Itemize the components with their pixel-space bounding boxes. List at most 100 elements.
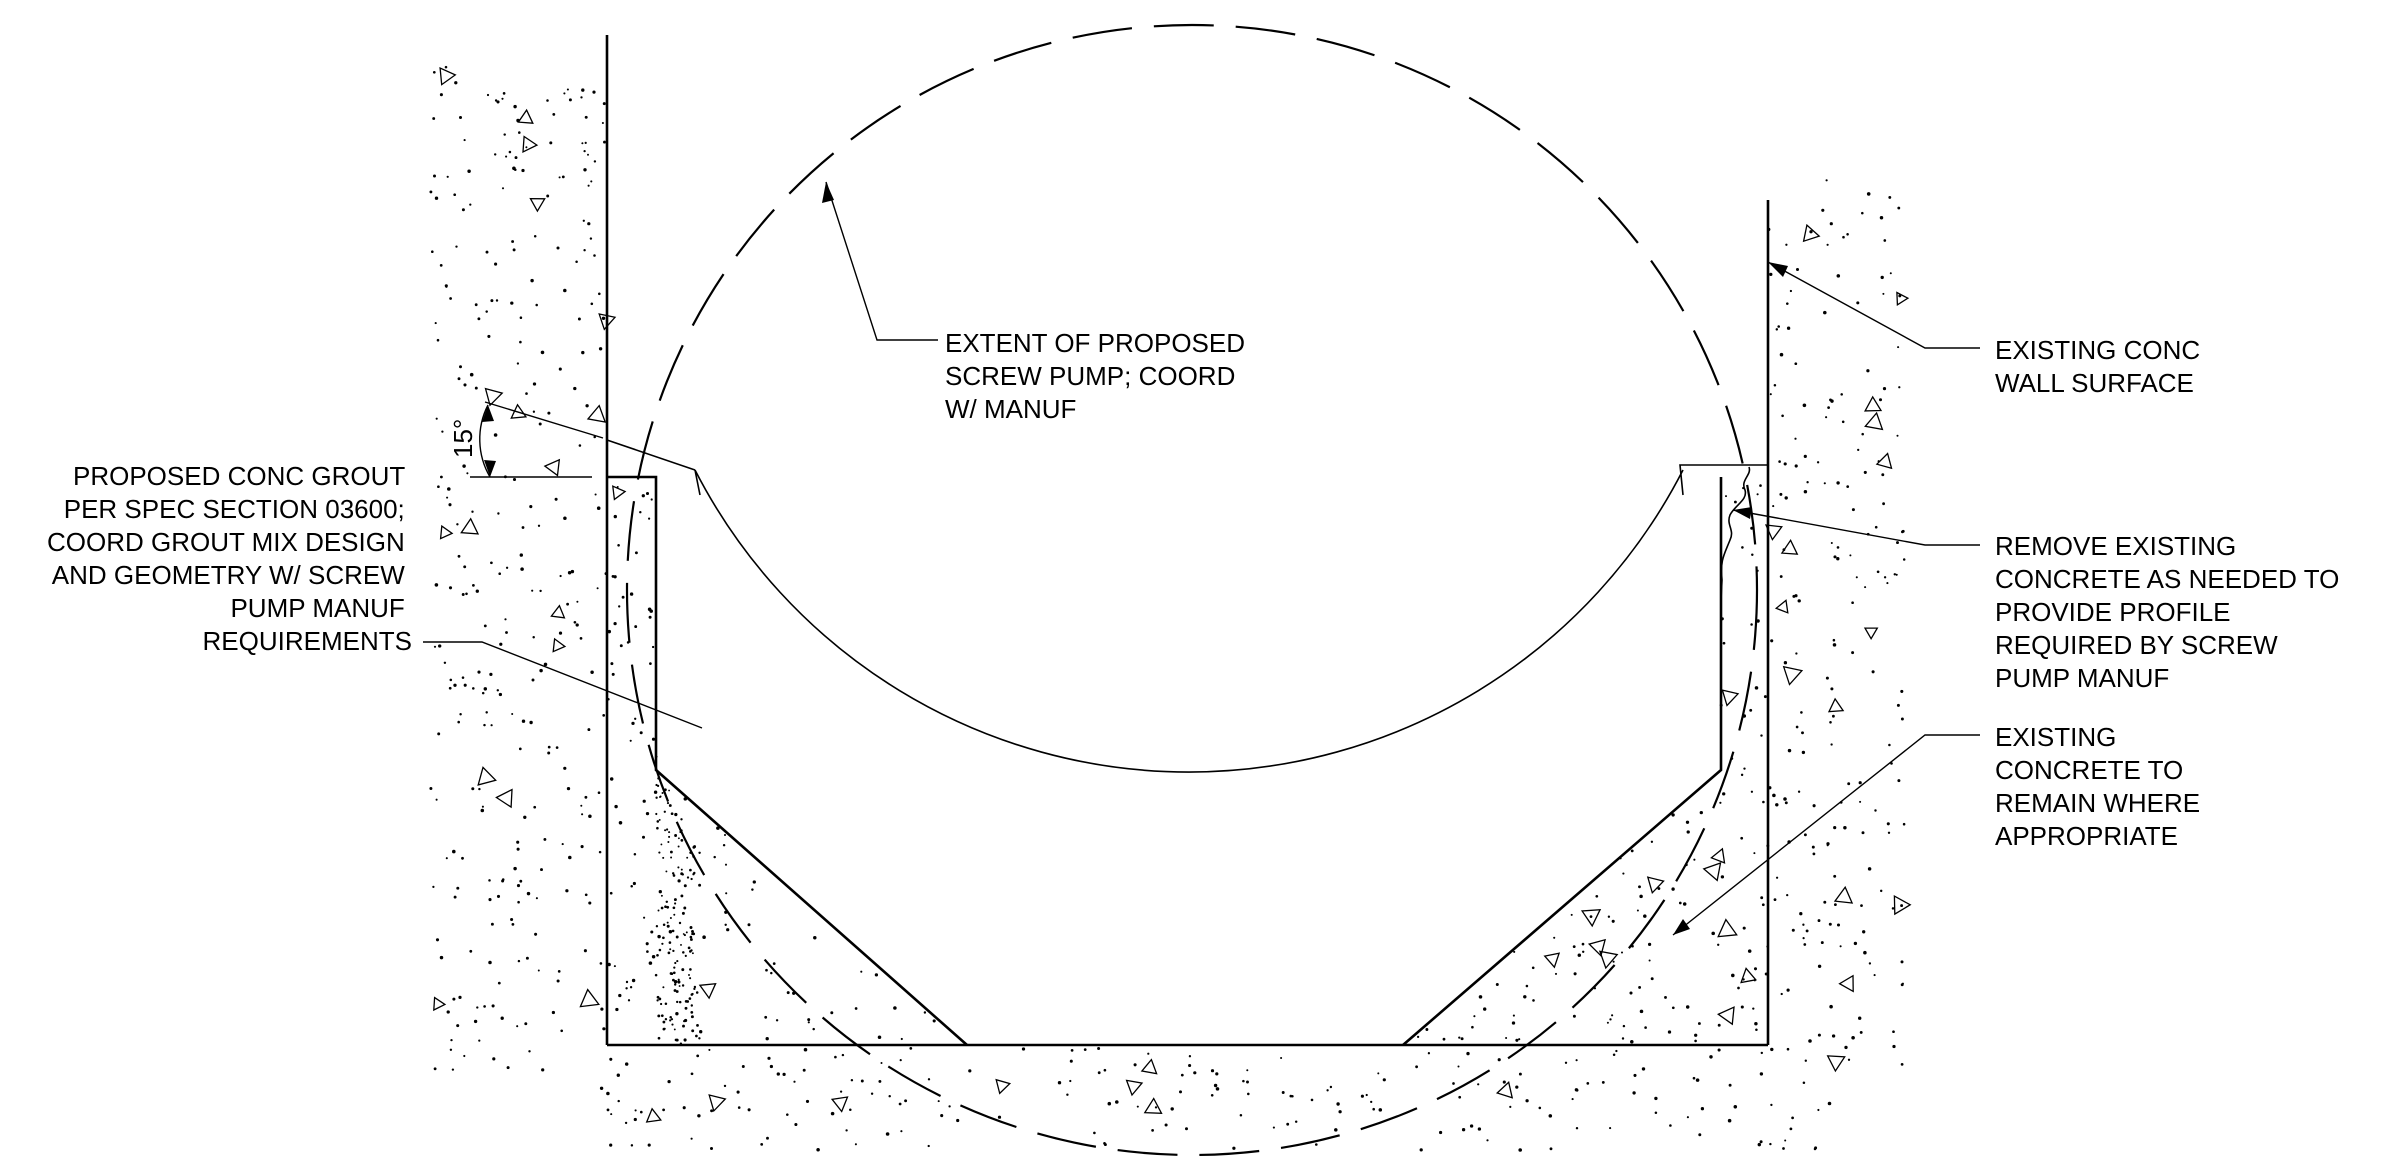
grout-stipple-dot [680, 894, 684, 898]
concrete-stipple-dot [598, 850, 602, 854]
concrete-aggregate-mark [1710, 847, 1726, 864]
concrete-stipple-dot [1622, 1024, 1626, 1028]
concrete-stipple-dot [760, 1143, 764, 1146]
concrete-stipple-dot [532, 410, 536, 413]
concrete-stipple-dot [629, 739, 632, 742]
concrete-stipple-dot [434, 322, 437, 325]
concrete-stipple-dot [533, 234, 537, 238]
concrete-aggregate-mark [1495, 1081, 1514, 1099]
note-grout-line-6: REQUIREMENTS [203, 626, 412, 656]
concrete-stipple-dot [1784, 496, 1788, 500]
concrete-stipple-dot [455, 245, 458, 248]
concrete-stipple-dot [1057, 1081, 1062, 1085]
concrete-stipple-dot [494, 99, 498, 102]
concrete-stipple-dot [433, 1067, 437, 1071]
grout-stipple-dot [660, 1014, 664, 1018]
concrete-stipple-dot [563, 766, 567, 770]
concrete-stipple-dot [1505, 1036, 1508, 1040]
concrete-stipple-dot [1770, 1047, 1774, 1052]
grout-stipple-dot [689, 977, 692, 980]
concrete-stipple-dot [1103, 1143, 1107, 1147]
concrete-stipple-dot [1752, 1007, 1755, 1010]
concrete-stipple-dot [543, 837, 547, 841]
note-screw-pump-line-1: EXTENT OF PROPOSED [945, 328, 1245, 358]
concrete-stipple-dot [494, 262, 498, 266]
concrete-aggregate-mark [1838, 974, 1854, 993]
concrete-stipple-dot [904, 1099, 908, 1103]
grout-stipple-dot [674, 834, 678, 837]
concrete-stipple-dot [546, 194, 550, 198]
concrete-stipple-dot [1817, 1033, 1821, 1037]
concrete-stipple-dot [449, 1048, 453, 1052]
concrete-stipple-dot [526, 891, 531, 896]
concrete-stipple-dot [521, 526, 525, 529]
concrete-stipple-dot [486, 93, 490, 97]
concrete-stipple-dot [551, 1010, 556, 1015]
concrete-stipple-dot [439, 93, 443, 97]
concrete-stipple-dot [1802, 1081, 1806, 1084]
note-screw-pump-line-2: SCREW PUMP; COORD [945, 361, 1235, 391]
concrete-stipple-dot [483, 723, 486, 727]
concrete-stipple-dot [1097, 1047, 1101, 1050]
concrete-stipple-dot [501, 97, 504, 100]
concrete-stipple-dot [525, 146, 528, 149]
concrete-stipple-dot [830, 1111, 835, 1116]
concrete-stipple-dot [568, 98, 572, 102]
concrete-aggregate-mark [708, 1094, 727, 1113]
concrete-aggregate-mark [1875, 452, 1893, 470]
concrete-stipple-dot [489, 672, 493, 677]
concrete-stipple-dot [1564, 1061, 1568, 1064]
concrete-stipple-dot [932, 1019, 936, 1023]
concrete-stipple-dot [665, 900, 669, 904]
concrete-stipple-dot [1574, 1088, 1579, 1092]
concrete-stipple-dot [529, 720, 533, 725]
concrete-stipple-dot [1664, 995, 1667, 999]
grout-stipple-dot [673, 898, 677, 902]
concrete-stipple-dot [1786, 326, 1791, 330]
concrete-stipple-dot [463, 383, 467, 387]
concrete-stipple-dot [1791, 1116, 1794, 1120]
grout-stipple-dot [668, 831, 671, 834]
concrete-stipple-dot [1518, 1072, 1522, 1076]
concrete-stipple-dot [450, 1038, 453, 1042]
concrete-stipple-dot [1415, 1065, 1419, 1069]
concrete-stipple-dot [1786, 893, 1789, 897]
concrete-stipple-dot [466, 472, 469, 475]
concrete-stipple-dot [1093, 1131, 1096, 1135]
concrete-stipple-dot [1785, 243, 1788, 246]
note-existing-concrete-line-2: CONCRETE TO [1995, 755, 2183, 785]
concrete-stipple-dot [590, 180, 593, 183]
concrete-stipple-dot [1760, 896, 1764, 900]
concrete-stipple-dot [485, 250, 489, 254]
concrete-stipple-dot [1795, 725, 1799, 729]
concrete-stipple-dot [602, 102, 606, 106]
grout-stipple-dot [673, 1028, 676, 1031]
concrete-stipple-dot [1021, 1047, 1026, 1051]
grout-stipple-dot [695, 991, 699, 994]
grout-stipple-dot [693, 985, 697, 989]
concrete-stipple-dot [634, 551, 638, 555]
concrete-stipple-dot [1083, 1048, 1087, 1051]
concrete-stipple-dot [1804, 1059, 1807, 1062]
concrete-aggregate-mark [1864, 411, 1884, 431]
concrete-stipple-dot [461, 208, 465, 212]
concrete-stipple-dot [573, 386, 577, 391]
concrete-stipple-dot [1811, 845, 1815, 849]
concrete-stipple-dot [1836, 481, 1840, 485]
concrete-stipple-dot [1897, 779, 1901, 783]
concrete-stipple-dot [538, 422, 542, 426]
concrete-stipple-dot [439, 955, 444, 960]
concrete-stipple-dot [633, 852, 637, 856]
concrete-aggregate-mark [1543, 952, 1561, 969]
grout-stipple-dot [689, 968, 692, 971]
grout-stipple-dot [695, 1034, 698, 1038]
concrete-stipple-dot [1821, 208, 1825, 212]
concrete-stipple-dot [1812, 804, 1816, 808]
concrete-stipple-dot [690, 1137, 693, 1140]
concrete-stipple-dot [1762, 800, 1765, 804]
concrete-stipple-dot [956, 1118, 960, 1123]
concrete-stipple-dot [1840, 393, 1843, 396]
concrete-stipple-dot [516, 840, 520, 844]
concrete-stipple-dot [613, 575, 617, 579]
concrete-stipple-dot [1861, 211, 1864, 215]
